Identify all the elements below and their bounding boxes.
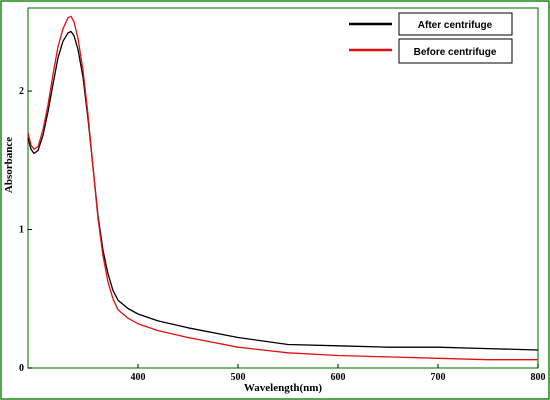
- x-tick-label: 700: [431, 372, 446, 383]
- x-tick-label: 800: [531, 372, 546, 383]
- x-axis-title: Wavelength(nm): [244, 382, 323, 394]
- y-tick-label: 2: [19, 86, 24, 97]
- series-lines: [27, 15, 539, 361]
- series-line-before-centrifuge: [27, 15, 538, 361]
- legend-label-after: After centrifuge: [418, 20, 493, 31]
- plot-area: [27, 7, 539, 369]
- legend-box-after: [398, 12, 513, 36]
- x-tick-label: 400: [131, 372, 146, 383]
- x-tick-label: 600: [331, 372, 346, 383]
- axis-ticks: 400 500 600 700 800 0 1 2: [19, 86, 546, 383]
- y-tick-label: 0: [19, 363, 24, 374]
- y-axis-title: Absorbance: [3, 137, 15, 193]
- legend-label-before: Before centrifuge: [414, 47, 497, 58]
- x-tick-label: 500: [231, 372, 246, 383]
- plot-frame: [27, 7, 539, 369]
- y-tick-label: 1: [19, 225, 24, 236]
- legend: After centrifuge Before centrifuge: [349, 12, 513, 64]
- legend-box-before: [398, 38, 513, 64]
